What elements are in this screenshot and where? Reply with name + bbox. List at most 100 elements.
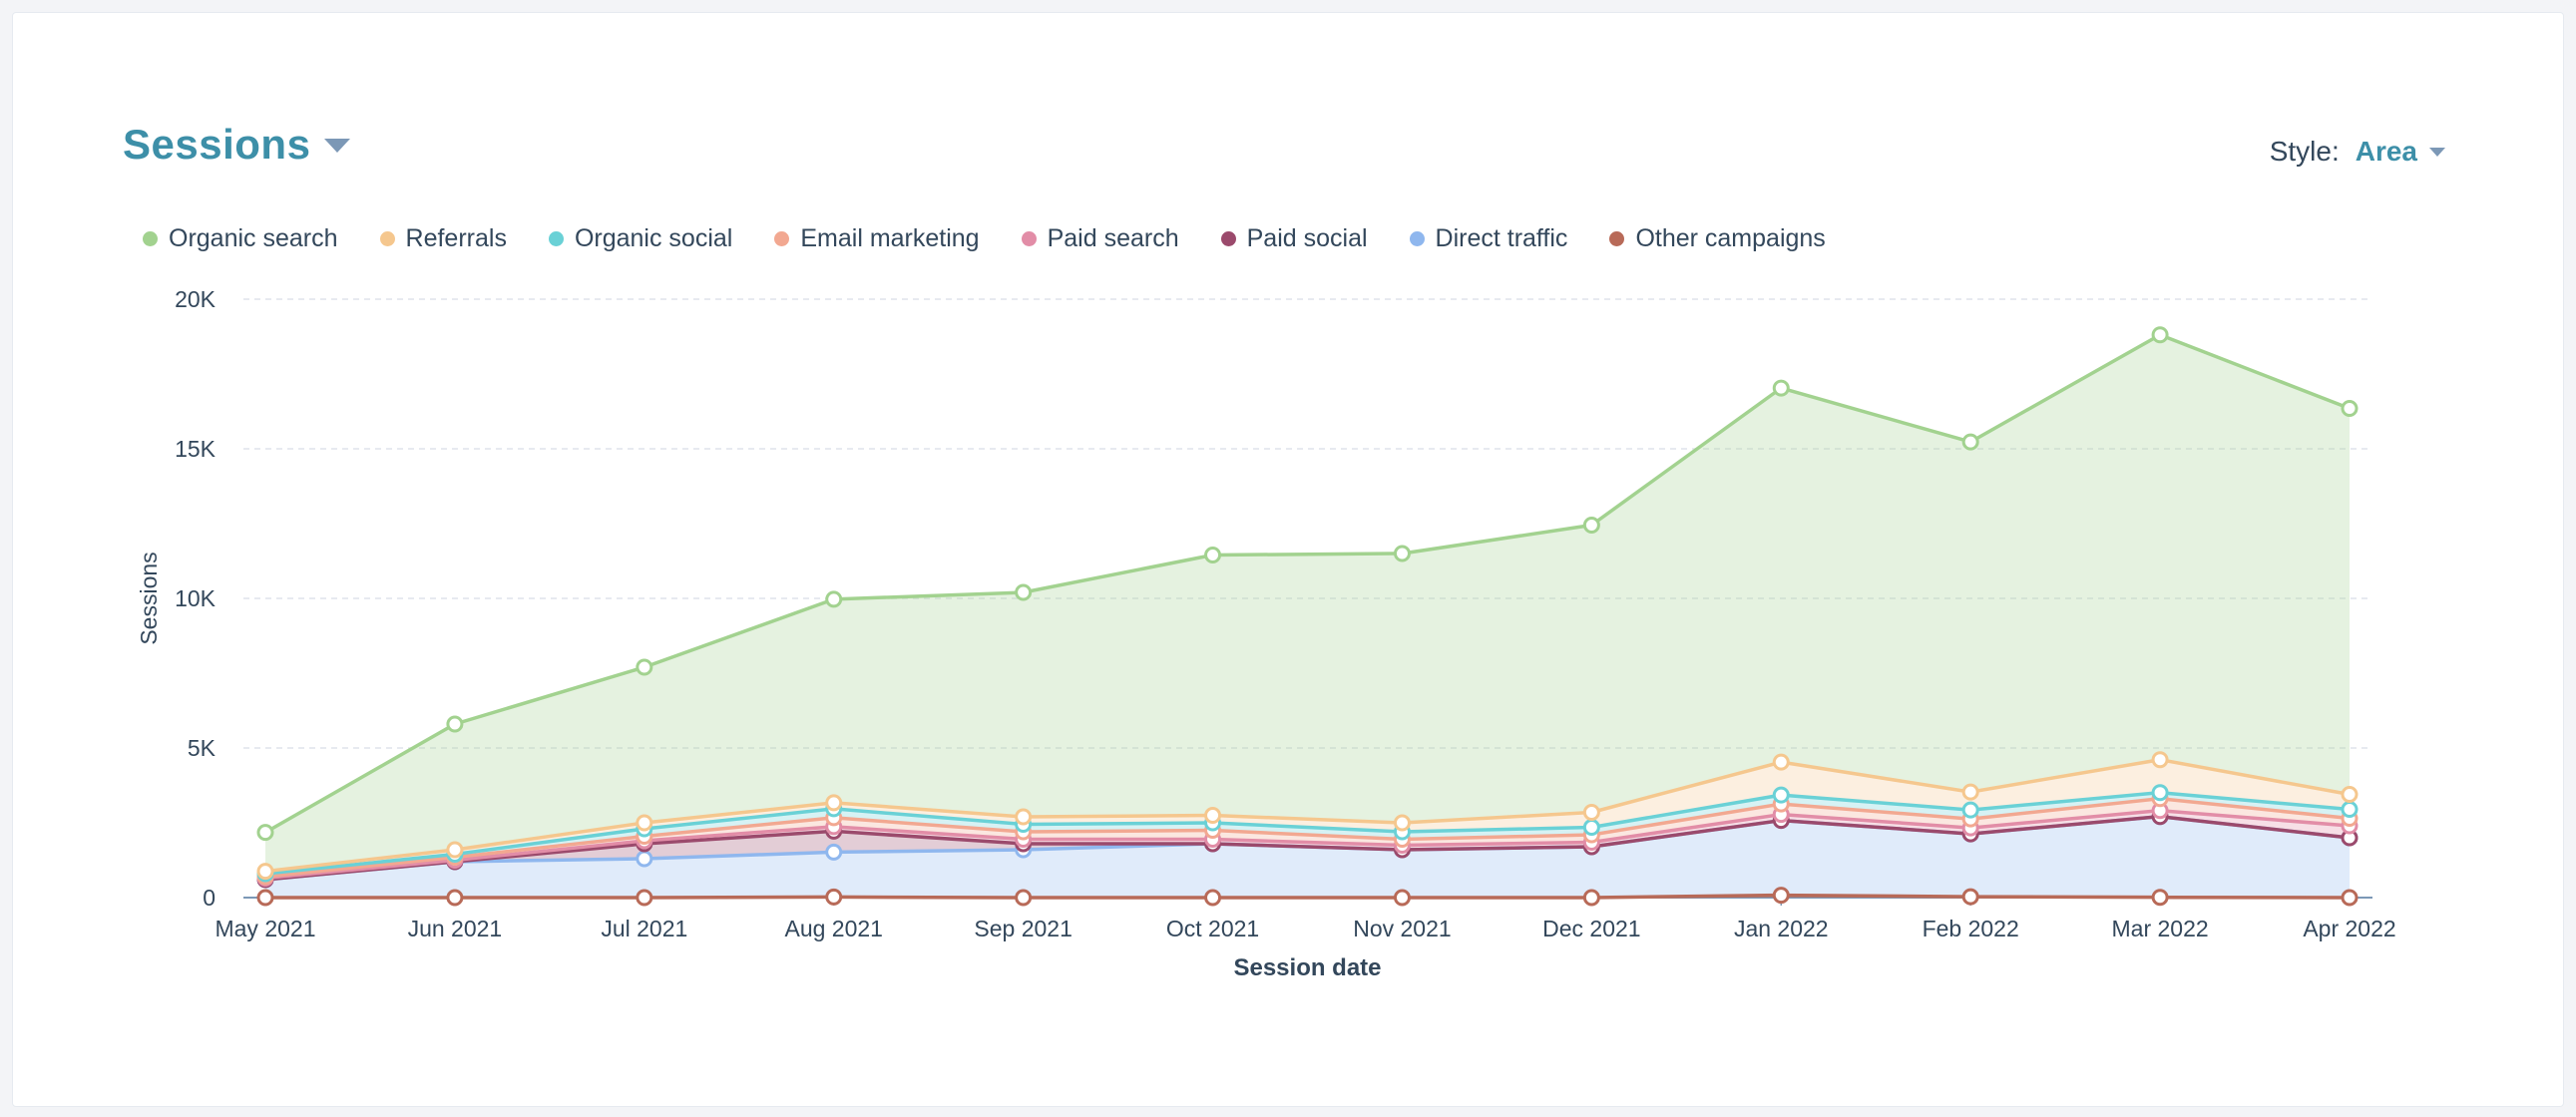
series-line	[264, 332, 2351, 835]
x-tick-label: Jun 2021	[408, 916, 503, 941]
x-tick-label: May 2021	[215, 916, 315, 941]
x-tick-label: Apr 2022	[2303, 916, 2395, 941]
legend-swatch-icon	[548, 231, 564, 246]
data-point[interactable]	[256, 824, 274, 842]
x-tick-label: Feb 2022	[1923, 916, 2019, 941]
legend-swatch-icon	[1021, 231, 1037, 246]
series-line	[264, 790, 2351, 876]
legend-item[interactable]: Paid social	[1220, 224, 1368, 253]
report-title-dropdown[interactable]: Sessions	[123, 121, 351, 169]
legend-swatch-icon	[143, 231, 158, 246]
legend-item[interactable]: Other campaigns	[1609, 224, 1826, 253]
data-point[interactable]	[1772, 753, 1790, 771]
y-tick-label: 15K	[175, 436, 216, 462]
y-axis-title: Sessions	[136, 552, 162, 644]
legend-swatch-icon	[774, 231, 790, 246]
legend-item[interactable]: Organic search	[143, 224, 338, 253]
data-point[interactable]	[1204, 547, 1222, 563]
data-point[interactable]	[1393, 889, 1411, 907]
legend-item[interactable]: Organic social	[548, 224, 733, 253]
data-point[interactable]	[2341, 801, 2359, 818]
data-point[interactable]	[1393, 545, 1411, 562]
data-point[interactable]	[636, 814, 653, 832]
data-point[interactable]	[1393, 814, 1411, 832]
chevron-down-icon	[2429, 147, 2445, 157]
series-area	[265, 816, 2350, 898]
y-tick-label: 20K	[175, 286, 216, 312]
data-point[interactable]	[446, 889, 464, 907]
series-area	[265, 816, 2350, 880]
data-point[interactable]	[636, 658, 653, 676]
chart-card: Sessions Style: Area Organic search Refer…	[12, 12, 2564, 1107]
data-point[interactable]	[1961, 433, 1979, 451]
legend-label: Organic search	[169, 224, 338, 252]
series-line	[264, 757, 2351, 874]
data-point[interactable]	[1772, 379, 1790, 397]
data-point[interactable]	[2151, 751, 2169, 769]
data-point[interactable]	[1961, 801, 1979, 819]
data-point[interactable]	[1015, 583, 1033, 601]
data-point[interactable]	[1772, 786, 1790, 804]
style-dropdown[interactable]: Area	[2356, 136, 2445, 168]
series-line	[264, 796, 2351, 879]
series-line	[265, 893, 2351, 900]
data-point[interactable]	[1961, 888, 1979, 906]
legend-item[interactable]: Email marketing	[774, 224, 980, 253]
y-tick-label: 0	[203, 885, 215, 911]
legend-label: Organic social	[574, 224, 733, 252]
legend-item[interactable]: Paid search	[1021, 224, 1179, 253]
y-tick-label: 5K	[188, 735, 216, 761]
style-control: Style: Area	[2270, 136, 2445, 168]
series-area	[265, 759, 2350, 874]
x-tick-label: Dec 2021	[1542, 916, 1640, 941]
legend-label: Email marketing	[800, 224, 980, 252]
data-point[interactable]	[446, 841, 464, 859]
series-line	[264, 808, 2351, 881]
data-point[interactable]	[1204, 807, 1222, 824]
legend-item[interactable]: Direct traffic	[1409, 224, 1568, 253]
data-point[interactable]	[2151, 889, 2169, 907]
chart-legend: Organic search Referrals Organic social Ema…	[143, 224, 1826, 253]
x-tick-label: Sep 2021	[974, 916, 1072, 941]
data-point[interactable]	[825, 590, 843, 608]
data-point[interactable]	[1204, 889, 1222, 907]
series-area	[265, 334, 2350, 872]
data-point[interactable]	[1015, 889, 1033, 907]
data-point[interactable]	[825, 794, 843, 812]
data-point[interactable]	[2341, 889, 2359, 907]
legend-label: Referrals	[405, 224, 507, 252]
data-point[interactable]	[1015, 808, 1033, 826]
data-point[interactable]	[2151, 326, 2169, 344]
data-point[interactable]	[2151, 784, 2169, 802]
legend-swatch-icon	[1220, 231, 1236, 246]
data-point[interactable]	[636, 889, 653, 907]
data-point[interactable]	[825, 888, 843, 906]
x-tick-label: Jul 2021	[601, 916, 687, 941]
x-axis-title: Session date	[1233, 954, 1381, 981]
data-point[interactable]	[1772, 887, 1790, 905]
data-point[interactable]	[2341, 786, 2359, 803]
data-point[interactable]	[2341, 400, 2359, 417]
data-point[interactable]	[636, 850, 653, 868]
data-point[interactable]	[1582, 889, 1600, 907]
x-tick-label: Aug 2021	[784, 916, 882, 941]
data-point[interactable]	[1582, 819, 1600, 836]
data-point[interactable]	[825, 843, 843, 861]
data-point[interactable]	[256, 863, 274, 881]
data-point[interactable]	[1582, 517, 1600, 534]
legend-swatch-icon	[379, 231, 395, 246]
data-point[interactable]	[256, 889, 274, 907]
series-area	[265, 798, 2350, 879]
data-point[interactable]	[1961, 783, 1979, 801]
legend-label: Other campaigns	[1635, 224, 1826, 252]
style-label: Style:	[2269, 136, 2340, 167]
data-point[interactable]	[446, 715, 464, 733]
report-title: Sessions	[123, 121, 311, 168]
legend-label: Paid search	[1047, 224, 1179, 252]
data-point[interactable]	[1582, 804, 1600, 821]
legend-item[interactable]: Referrals	[379, 224, 507, 253]
legend-label: Direct traffic	[1435, 224, 1568, 252]
series-line	[264, 814, 2351, 882]
legend-swatch-icon	[1609, 231, 1625, 246]
